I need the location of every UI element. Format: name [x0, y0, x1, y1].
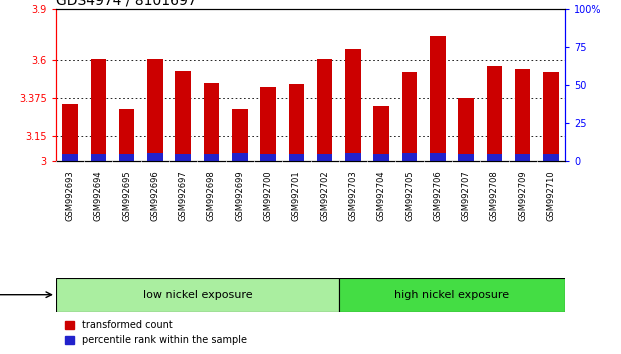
Bar: [402, 153, 417, 161]
Text: low nickel exposure: low nickel exposure: [143, 290, 252, 300]
Text: GSM992699: GSM992699: [235, 170, 244, 221]
Bar: [62, 154, 78, 161]
Text: GSM992696: GSM992696: [150, 170, 160, 221]
Bar: [430, 36, 446, 161]
Bar: [487, 65, 502, 161]
Bar: [260, 154, 276, 161]
Text: GSM992702: GSM992702: [320, 170, 329, 221]
Bar: [119, 154, 134, 161]
Text: GSM992700: GSM992700: [263, 170, 273, 221]
Text: GSM992709: GSM992709: [518, 170, 527, 221]
Text: GSM992707: GSM992707: [461, 170, 471, 221]
Bar: [232, 109, 248, 161]
Text: GSM992703: GSM992703: [348, 170, 358, 221]
Text: GSM992698: GSM992698: [207, 170, 216, 221]
Bar: [175, 70, 191, 161]
Bar: [345, 153, 361, 161]
Bar: [232, 154, 248, 161]
Bar: [458, 154, 474, 161]
Text: GSM992705: GSM992705: [405, 170, 414, 221]
Bar: [204, 83, 219, 161]
Bar: [91, 154, 106, 161]
Bar: [119, 109, 134, 161]
Bar: [260, 87, 276, 161]
Bar: [543, 154, 559, 161]
Text: GDS4974 / 8101697: GDS4974 / 8101697: [56, 0, 196, 8]
Bar: [175, 154, 191, 161]
Bar: [317, 154, 332, 161]
Bar: [430, 153, 446, 161]
Bar: [515, 154, 530, 161]
Bar: [373, 154, 389, 161]
Legend: transformed count, percentile rank within the sample: transformed count, percentile rank withi…: [61, 316, 251, 349]
Text: GSM992697: GSM992697: [179, 170, 188, 221]
Bar: [56, 278, 339, 312]
Text: GSM992708: GSM992708: [490, 170, 499, 221]
Bar: [373, 106, 389, 161]
Bar: [91, 59, 106, 161]
Bar: [402, 72, 417, 161]
Text: GSM992710: GSM992710: [546, 170, 555, 221]
Text: high nickel exposure: high nickel exposure: [394, 290, 509, 300]
Bar: [543, 72, 559, 161]
Text: GSM992704: GSM992704: [377, 170, 386, 221]
Bar: [204, 154, 219, 161]
Text: GSM992695: GSM992695: [122, 170, 131, 221]
Bar: [317, 59, 332, 161]
Bar: [62, 104, 78, 161]
Bar: [289, 154, 304, 161]
Text: GSM992701: GSM992701: [292, 170, 301, 221]
Bar: [289, 84, 304, 161]
Bar: [487, 154, 502, 161]
Text: GSM992694: GSM992694: [94, 170, 103, 221]
Bar: [515, 69, 530, 161]
Bar: [458, 98, 474, 161]
Text: GSM992693: GSM992693: [66, 170, 75, 221]
Text: GSM992706: GSM992706: [433, 170, 442, 221]
Bar: [147, 59, 163, 161]
Bar: [147, 153, 163, 161]
Bar: [339, 278, 565, 312]
Bar: [345, 48, 361, 161]
